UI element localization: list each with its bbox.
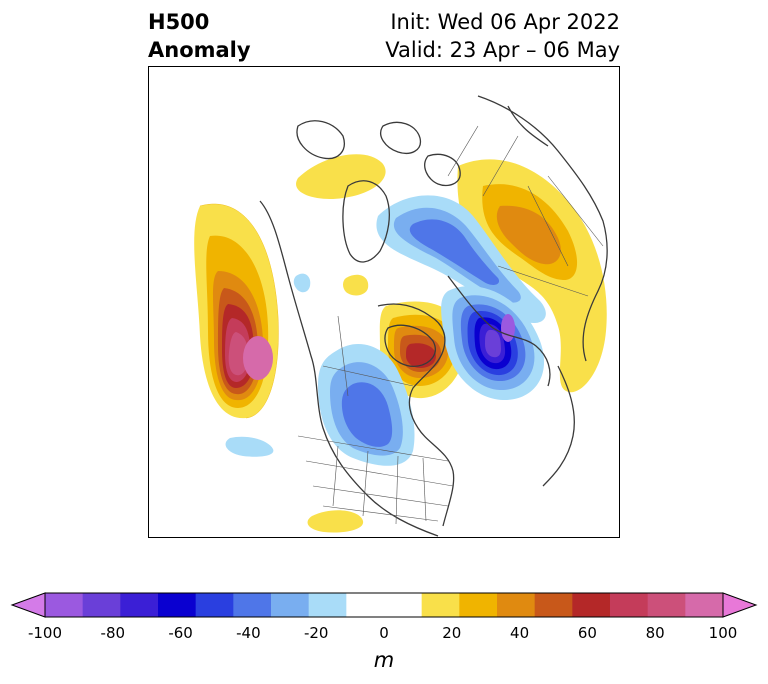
colorbar-bin	[685, 593, 724, 617]
colorbar-extend-min	[10, 592, 46, 618]
arctic-trough	[376, 195, 546, 324]
colorbar-tick-label: 0	[379, 624, 389, 642]
colorbar-tick-label: 60	[577, 624, 597, 642]
colorbar-bin	[120, 593, 159, 617]
colorbar-bin	[610, 593, 649, 617]
anomaly-map	[148, 66, 620, 538]
map-title: H500 Anomaly	[148, 8, 251, 64]
political-borders	[297, 125, 604, 525]
gulf-yellow-patch	[307, 510, 364, 533]
colorbar-bin	[497, 593, 536, 617]
valid-range: Valid: 23 Apr – 06 May	[385, 38, 620, 62]
colorbar-tick-label: 40	[510, 624, 530, 642]
init-date: Init: Wed 06 Apr 2022	[390, 10, 620, 34]
pacific-blue-patch	[225, 436, 274, 457]
colorbar-tick-label: -40	[236, 624, 261, 642]
coastlines	[259, 95, 608, 537]
alaska-yellow-patch	[343, 274, 369, 296]
colorbar-bin	[384, 593, 423, 617]
ural-trough	[441, 286, 545, 401]
colorbar-bin	[572, 593, 611, 617]
north-pacific-ridge	[194, 203, 279, 419]
colorbar-tick-label: -20	[303, 624, 329, 642]
colorbar-bin	[534, 593, 573, 617]
colorbar-tick-label: 20	[442, 624, 462, 642]
colorbar-bin	[45, 593, 84, 617]
colorbar-tick-label: -100	[27, 624, 63, 642]
date-info: Init: Wed 06 Apr 2022 Valid: 23 Apr – 06…	[385, 8, 620, 64]
colorbar-unit: m	[373, 648, 395, 672]
central-canada-trough	[318, 343, 415, 466]
colorbar-tick-label: 100	[708, 624, 738, 642]
colorbar-bin	[82, 593, 121, 617]
colorbar-bin	[308, 593, 347, 617]
colorbar-outline	[44, 592, 724, 618]
colorbar-bin	[459, 593, 498, 617]
colorbar	[10, 592, 758, 618]
colorbar-bin	[195, 593, 234, 617]
colorbar-bin	[421, 593, 460, 617]
colorbar-tick-label: -80	[100, 624, 126, 642]
colorbar-bin	[647, 593, 686, 617]
arctic-yellow-patch	[296, 154, 386, 200]
colorbar-extend-max	[722, 592, 758, 618]
title-line-2: Anomaly	[148, 38, 251, 62]
title-line-1: H500	[148, 10, 210, 34]
colorbar-tick-label: 80	[645, 624, 665, 642]
siberian-ridge	[457, 159, 607, 393]
colorbar-bin	[271, 593, 310, 617]
alaska-blue-patch	[293, 273, 311, 293]
colorbar-tick-label: -60	[168, 624, 193, 642]
colorbar-bin	[158, 593, 197, 617]
colorbar-bin	[233, 593, 272, 617]
colorbar-bin	[346, 593, 385, 617]
